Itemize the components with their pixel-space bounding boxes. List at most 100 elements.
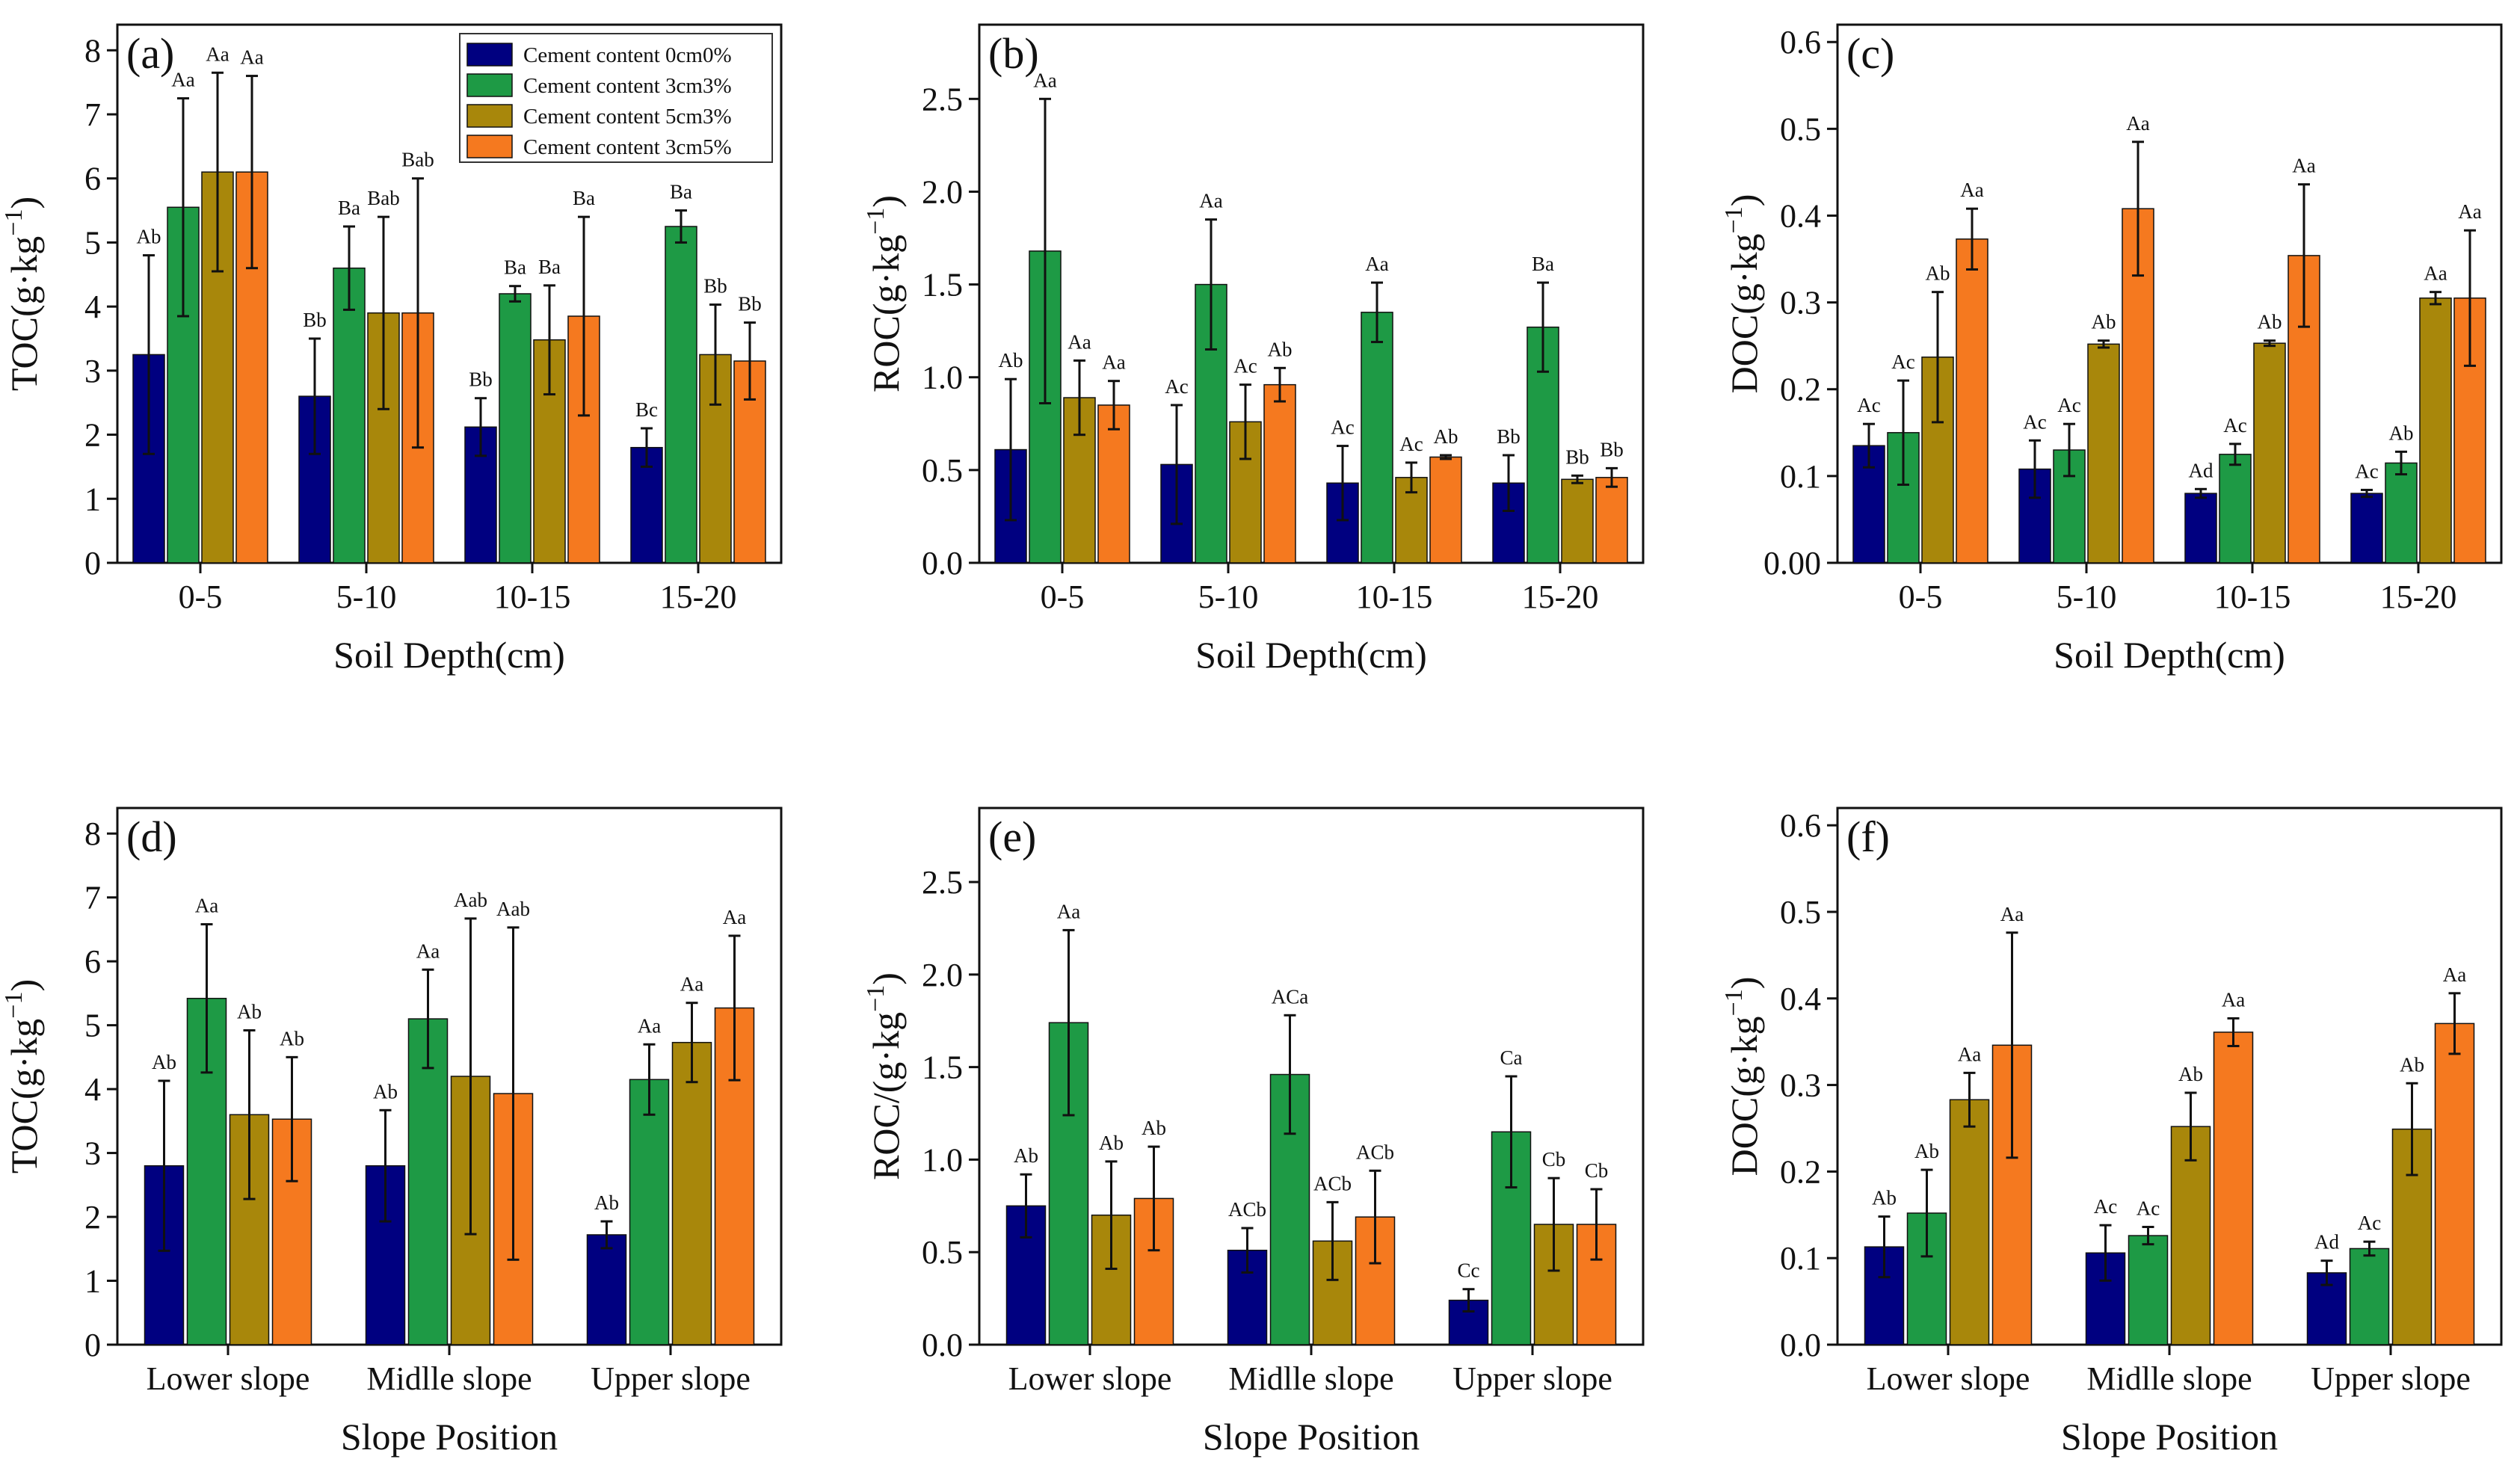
x-tick-label: 10-15 <box>494 579 571 615</box>
significance-label: Aa <box>1033 69 1056 91</box>
significance-label: Aa <box>2458 200 2481 223</box>
significance-label: Bb <box>703 275 727 297</box>
x-axis-title: Soil Depth(cm) <box>2054 634 2285 676</box>
y-tick-label: 2.5 <box>922 864 963 901</box>
significance-label: Aa <box>1199 190 1222 212</box>
legend-swatch <box>466 135 513 158</box>
significance-label: Bb <box>1497 425 1521 448</box>
significance-label: Aa <box>195 895 218 917</box>
y-tick-label: 2.5 <box>922 81 963 117</box>
x-tick-label: Midlle slope <box>1228 1360 1393 1397</box>
y-tick-label: 0.1 <box>1780 1240 1821 1277</box>
significance-label: Aa <box>1102 351 1125 374</box>
y-axis-title-superscript: −1 <box>862 208 890 235</box>
y-axis-title: TOC(g·kg−1) <box>0 197 45 391</box>
significance-label: Aa <box>240 46 263 69</box>
significance-label: Bb <box>469 368 493 391</box>
x-tick-label: 15-20 <box>1522 579 1599 615</box>
bar <box>1595 477 1628 564</box>
bar <box>586 1234 627 1345</box>
bar <box>2350 493 2383 564</box>
y-tick-label: 0.5 <box>1780 894 1821 931</box>
significance-label: Cb <box>1585 1159 1609 1182</box>
plot-frame <box>116 23 783 564</box>
x-tick-label: 0-5 <box>179 579 223 615</box>
y-tick-label: 0.4 <box>1780 981 1821 1017</box>
x-tick-label: Lower slope <box>147 1360 310 1397</box>
significance-label: Ab <box>1926 262 1950 285</box>
significance-label: Ac <box>2057 394 2080 416</box>
x-tick-label: Upper slope <box>2311 1360 2471 1397</box>
significance-label: Ac <box>1857 394 1880 416</box>
y-tick-label: 8 <box>84 815 101 852</box>
significance-label: Aa <box>2443 963 2466 986</box>
y-axis-title-main: TOC(g·kg <box>3 1019 45 1174</box>
significance-label: ACb <box>1356 1141 1394 1163</box>
bar <box>499 293 532 564</box>
bar <box>2087 343 2120 564</box>
x-tick-label: Upper slope <box>591 1360 751 1397</box>
y-tick-label: 7 <box>84 880 101 916</box>
y-tick-label: 0.5 <box>922 1234 963 1271</box>
x-axis-title: Slope Position <box>2061 1416 2278 1458</box>
legend-label: Cement content 5cm3% <box>523 105 732 129</box>
panel-b: 0.0 0.5 1.0 1.5 2.0 2.5 0-5 Ab Aa Aa Aa 5-10 Ac Aa Ac A… <box>862 23 1645 676</box>
legend-label: Cement content 0cm0% <box>523 43 732 67</box>
y-axis-title: ROC(g·kg−1) <box>862 195 907 392</box>
bar <box>1097 404 1130 564</box>
bar <box>1263 383 1296 564</box>
y-tick-label: 0.5 <box>1780 111 1821 147</box>
y-tick-label: 1 <box>84 1263 101 1300</box>
bar <box>407 1018 449 1345</box>
bar <box>665 226 697 564</box>
y-tick-label: 0.2 <box>1780 371 1821 408</box>
bar <box>2184 493 2217 564</box>
y-axis-title-end: ) <box>1723 977 1765 990</box>
y-tick-label: 0.00 <box>1763 545 1821 582</box>
y-axis-title-superscript: −1 <box>1720 206 1748 233</box>
significance-label: Aa <box>2424 262 2447 285</box>
significance-label: Ab <box>137 226 161 248</box>
y-axis-title-main: ROC(g·kg <box>865 235 907 392</box>
significance-label: Aa <box>2292 155 2315 177</box>
significance-label: Aa <box>2000 903 2024 925</box>
significance-label: Ab <box>2258 311 2282 333</box>
legend-label: Cement content 3cm5% <box>523 135 732 159</box>
significance-label: Ab <box>1872 1187 1897 1209</box>
panel-d: 0 1 2 3 4 5 6 7 8 Lower slope Ab Aa Ab Ab Midlle slope… <box>0 807 783 1458</box>
significance-label: Ac <box>2023 410 2046 433</box>
y-axis-title-superscript: −1 <box>0 992 28 1019</box>
x-tick-label: Lower slope <box>1867 1360 2030 1397</box>
significance-label: Aa <box>2126 112 2149 135</box>
x-tick-label: Lower slope <box>1008 1360 1172 1397</box>
significance-label: Bc <box>635 398 658 421</box>
y-tick-label: 0 <box>84 545 101 582</box>
y-tick-label: 0.0 <box>922 1327 963 1363</box>
x-tick-label: 5-10 <box>1198 579 1259 615</box>
significance-label: Ac <box>1165 375 1188 398</box>
significance-label: Ac <box>2137 1197 2160 1220</box>
y-tick-label: 0.3 <box>1780 285 1821 321</box>
significance-label: Ac <box>2223 414 2246 437</box>
y-tick-label: 0.0 <box>922 545 963 582</box>
y-axis-title-end: ) <box>1723 194 1765 207</box>
bar <box>2213 1031 2254 1345</box>
y-axis-title-superscript: −1 <box>1720 989 1748 1016</box>
significance-label: Ab <box>373 1080 398 1102</box>
legend-label: Cement content 3cm3% <box>523 74 732 98</box>
panel-label: (e) <box>988 812 1036 861</box>
significance-label: Cb <box>1542 1148 1566 1171</box>
significance-label: Aa <box>1960 179 1983 201</box>
y-axis-title-main: DOC(g·kg <box>1723 1016 1765 1176</box>
y-axis-title: DOC(g·kg−1) <box>1720 977 1765 1176</box>
significance-label: Aa <box>723 906 746 928</box>
y-tick-label: 0.6 <box>1780 24 1821 61</box>
significance-label: Ba <box>338 197 360 219</box>
y-tick-label: 4 <box>84 289 101 325</box>
significance-label: Aa <box>1057 900 1080 922</box>
significance-label: Ab <box>999 349 1023 371</box>
bar <box>1063 397 1096 564</box>
panel-f: 0.0 0.1 0.2 0.3 0.4 0.5 0.6 Lower slope Ab Ab Aa Aa… <box>1720 807 2503 1458</box>
